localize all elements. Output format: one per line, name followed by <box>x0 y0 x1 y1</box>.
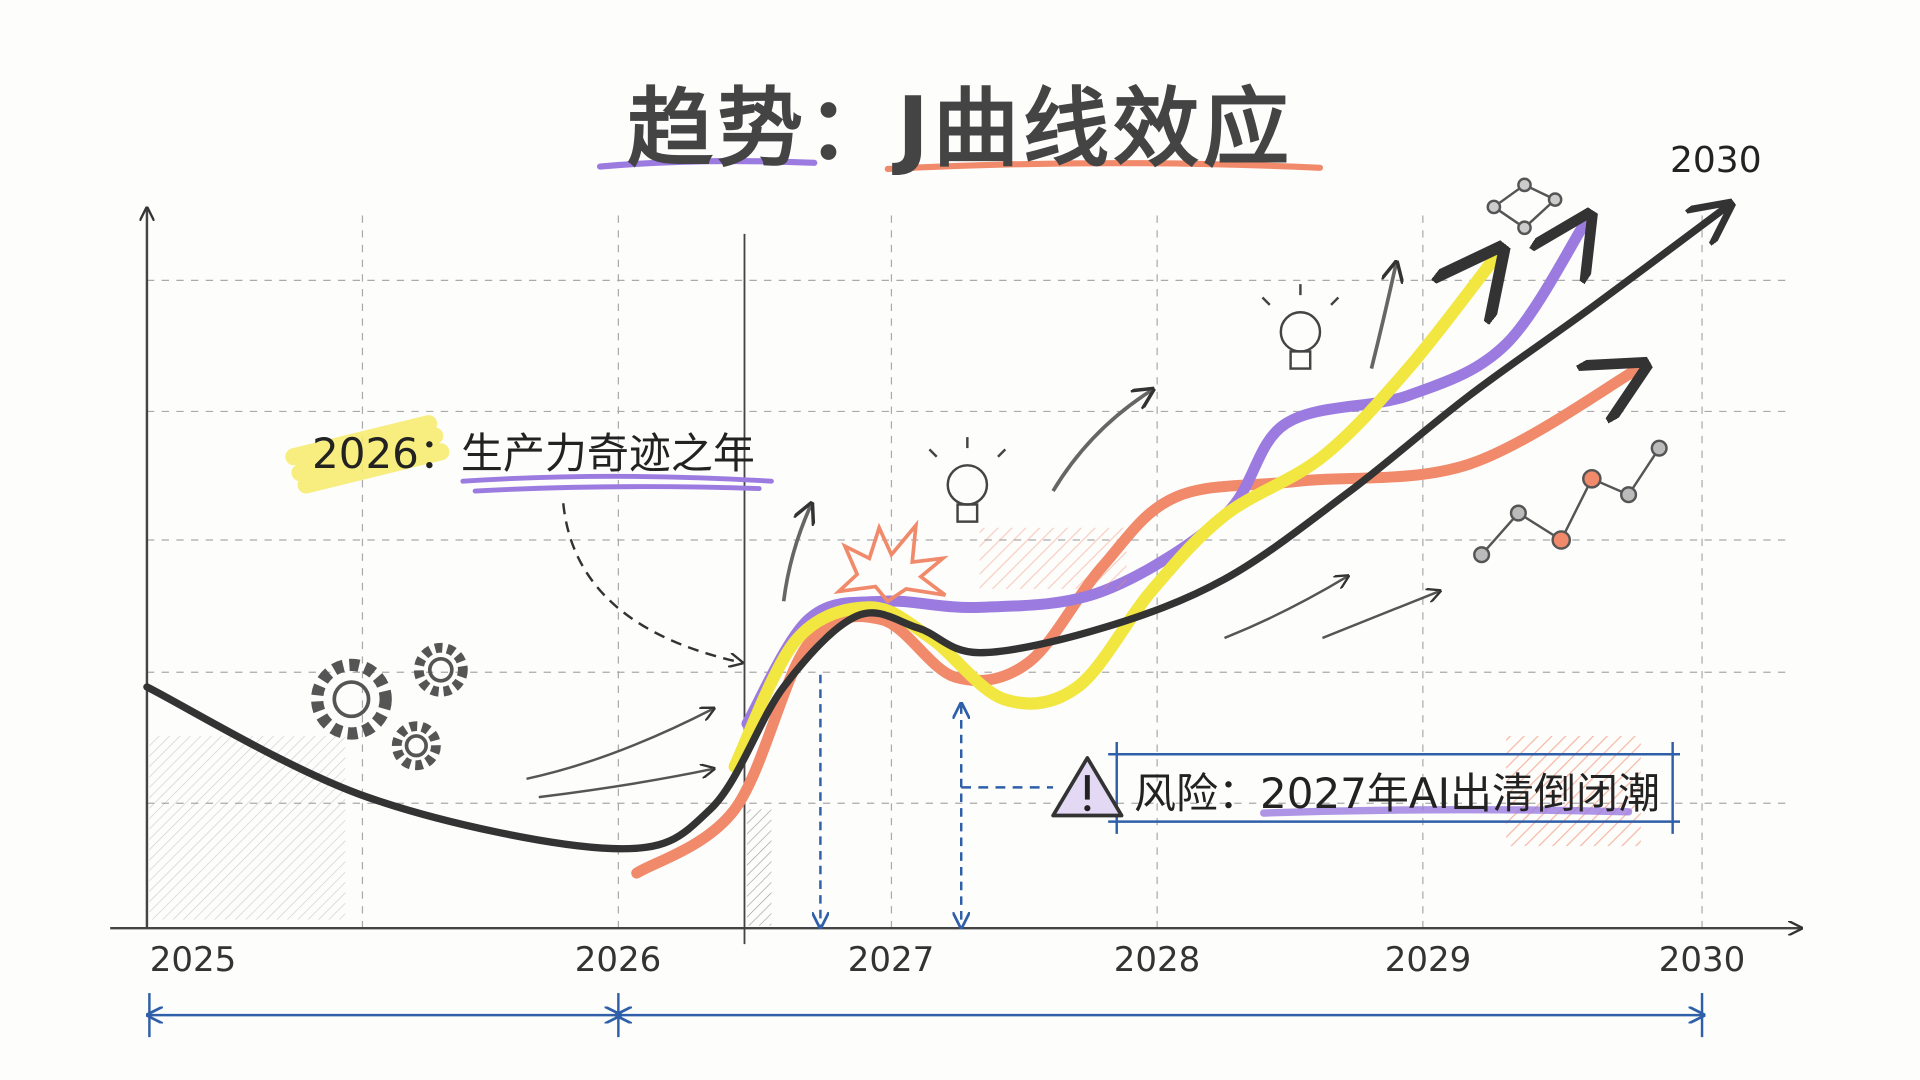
lightbulb-icon <box>1261 284 1340 370</box>
title-underline-orange <box>884 160 1324 173</box>
risk-underline-purple <box>1260 805 1633 817</box>
gear-icon <box>311 658 392 740</box>
page-title: 趋势：J曲线效应 <box>627 79 1293 179</box>
axis-end-label: 2030 <box>1670 140 1762 181</box>
year-label: 2029 <box>1384 940 1472 980</box>
curve-main-j <box>143 207 1727 853</box>
shading-hatch <box>746 809 772 926</box>
year-label: 2030 <box>1658 940 1746 980</box>
productivity-annotation: 2026：生产力奇迹之年 <box>312 429 755 478</box>
yellow-highlight <box>285 415 450 494</box>
explosion-icon <box>833 519 949 604</box>
sketch-arrow <box>1369 264 1395 370</box>
sketch-arrow <box>526 709 713 780</box>
year-label: 2025 <box>149 940 237 980</box>
sketch-arrow <box>538 769 713 799</box>
title-underline-purple <box>596 158 818 170</box>
sketch-arrow <box>1224 577 1346 640</box>
annotation-underline-purple <box>460 473 774 494</box>
year-label: 2028 <box>1113 940 1201 980</box>
year-label: 2027 <box>847 940 935 980</box>
sketch-arrow <box>781 506 811 602</box>
warning-icon <box>1051 756 1124 818</box>
grid-lines <box>146 215 1788 929</box>
sketch-arrow <box>1321 591 1438 640</box>
risk-annotation: 风险：2027年AI出清倒闭潮 <box>1134 769 1661 818</box>
network-icon <box>1473 439 1668 564</box>
shading-hatch <box>149 735 346 920</box>
gear-icon <box>413 642 468 697</box>
network-icon <box>1486 177 1563 236</box>
curve-yellow <box>728 256 1497 773</box>
curves <box>143 207 1727 879</box>
orange-hatch <box>979 527 1127 589</box>
annotation-pointer-arrow <box>562 503 741 662</box>
gear-icon <box>391 721 441 771</box>
year-label: 2026 <box>574 940 662 980</box>
lightbulb-icon <box>928 437 1007 523</box>
sketch-arrow <box>1051 391 1151 492</box>
